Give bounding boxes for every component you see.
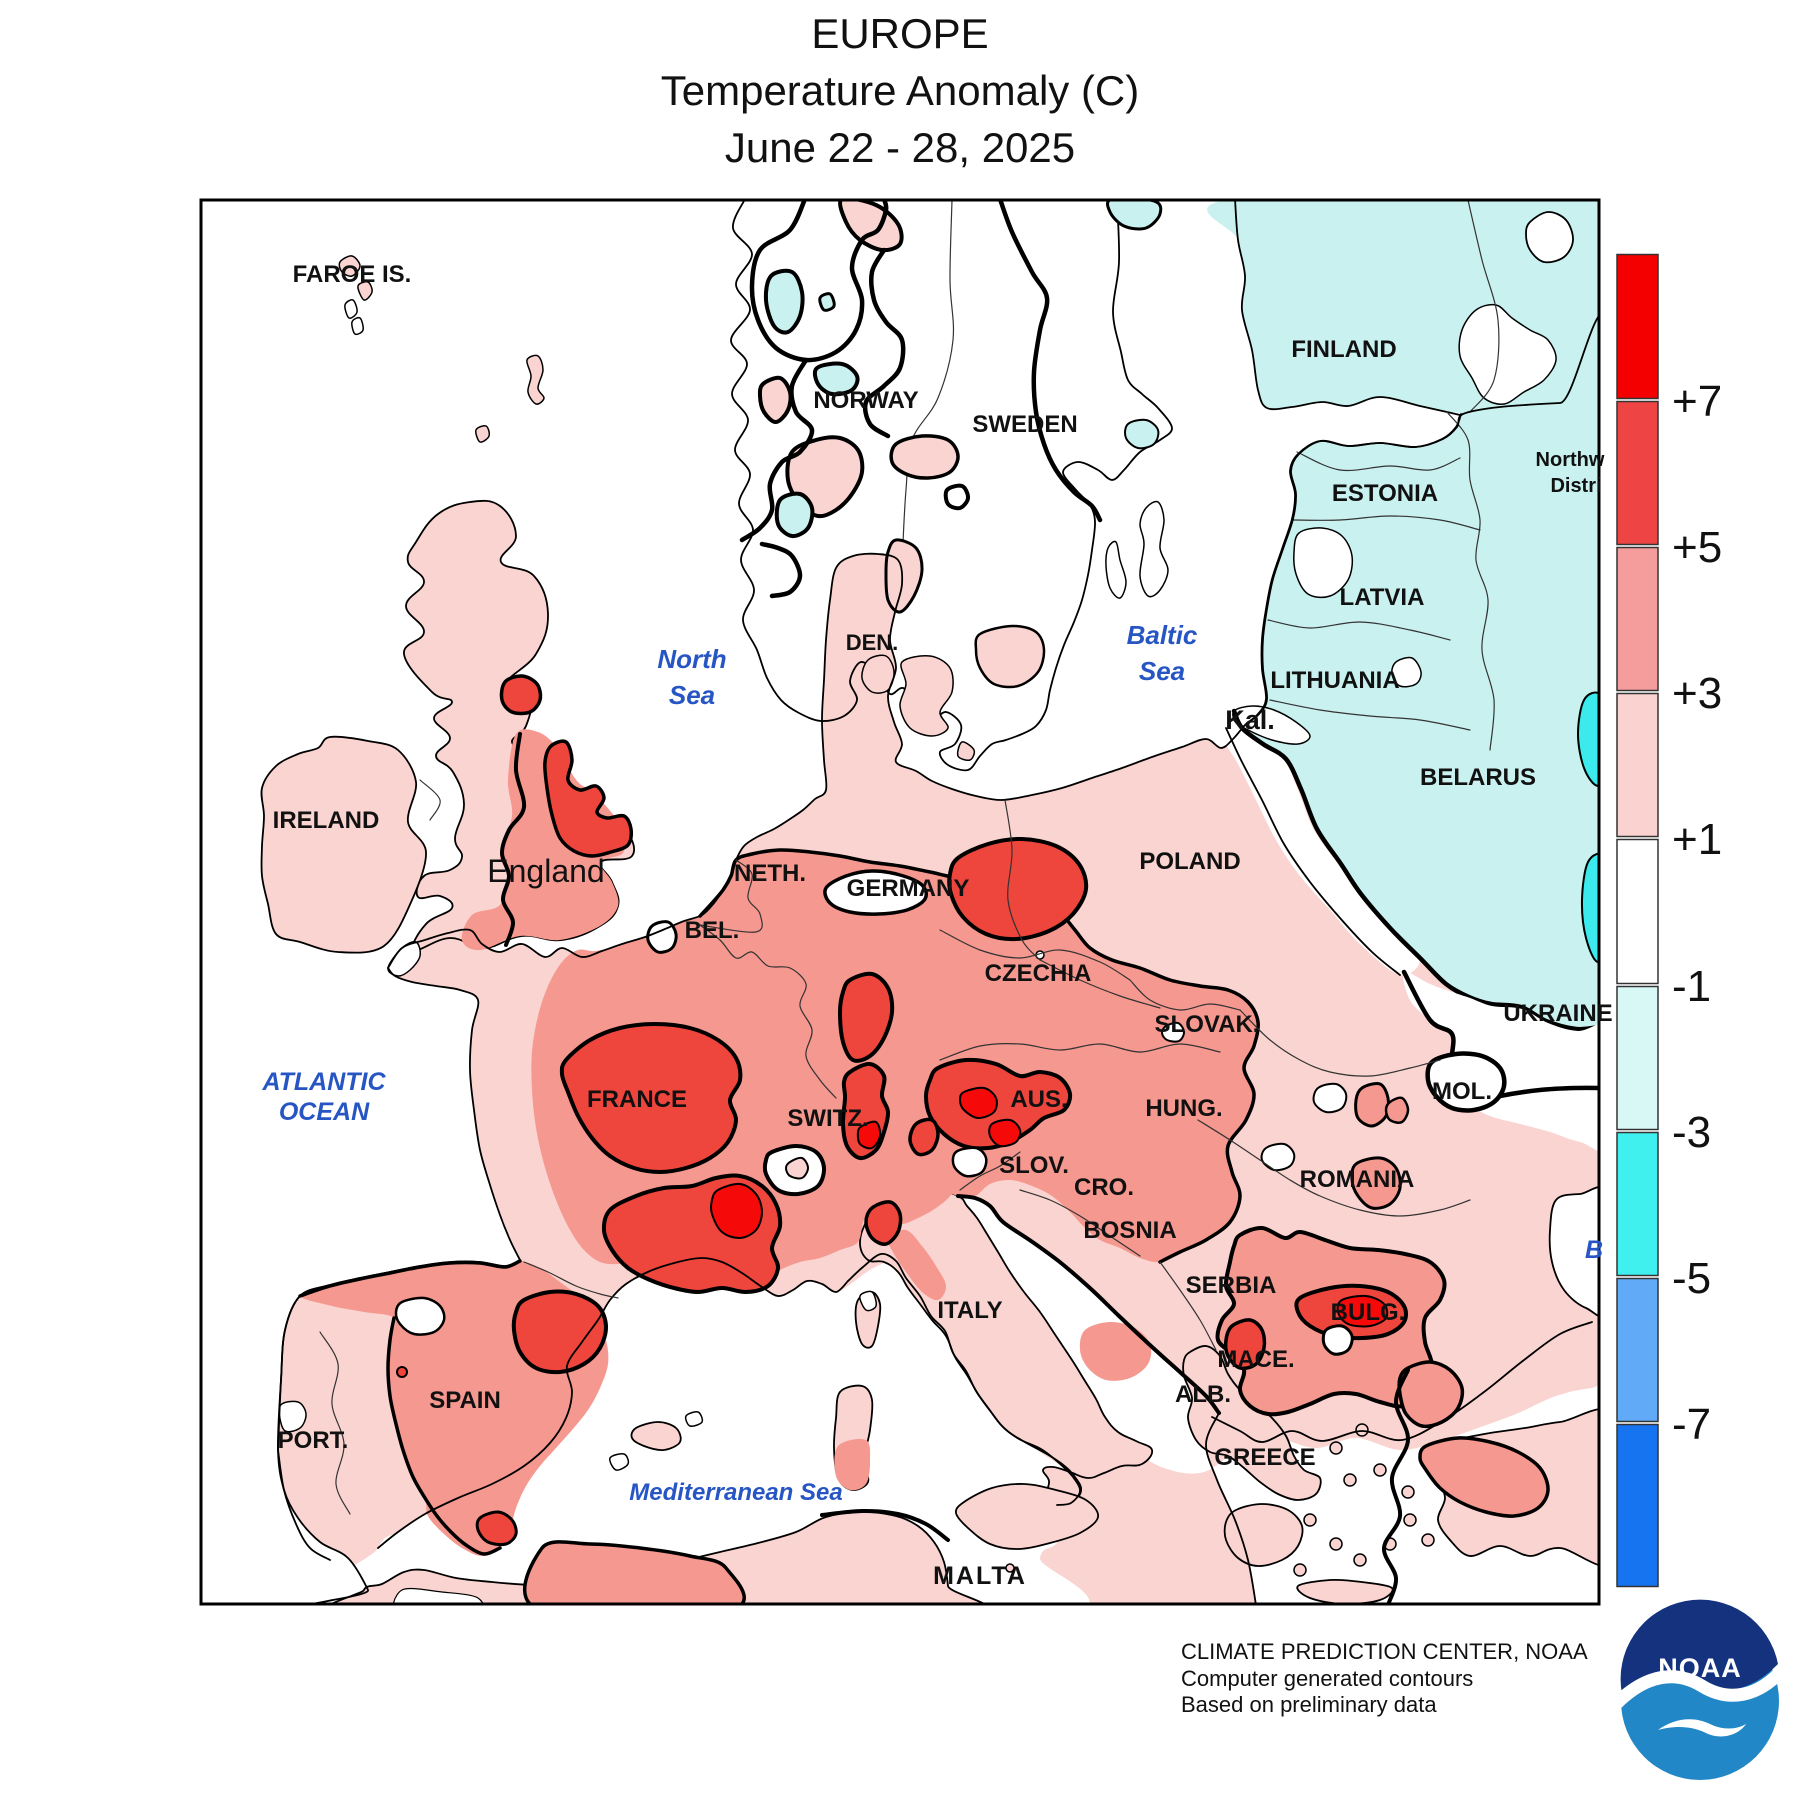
svg-text:ATLANTIC: ATLANTIC: [261, 1068, 386, 1096]
svg-text:ESTONIA: ESTONIA: [1332, 480, 1438, 507]
svg-text:Kal.: Kal.: [1225, 705, 1275, 735]
svg-text:DEN.: DEN.: [846, 630, 899, 655]
svg-text:EUROPE: EUROPE: [811, 10, 988, 57]
svg-text:SLOV.: SLOV.: [999, 1152, 1069, 1179]
svg-text:Sea: Sea: [1139, 656, 1185, 686]
svg-text:SWEDEN: SWEDEN: [972, 411, 1077, 438]
svg-text:CRO.: CRO.: [1074, 1174, 1134, 1201]
svg-text:+5: +5: [1672, 523, 1722, 572]
svg-text:POLAND: POLAND: [1139, 848, 1240, 875]
svg-text:OCEAN: OCEAN: [279, 1098, 370, 1126]
svg-text:MOL.: MOL.: [1432, 1078, 1492, 1105]
svg-text:SWITZ.: SWITZ.: [787, 1105, 868, 1132]
svg-text:Temperature Anomaly (C): Temperature Anomaly (C): [661, 67, 1140, 114]
svg-text:SERBIA: SERBIA: [1186, 1272, 1277, 1299]
svg-text:NORWAY: NORWAY: [813, 387, 918, 414]
svg-text:Computer generated contours: Computer generated contours: [1181, 1666, 1473, 1691]
svg-text:HUNG.: HUNG.: [1145, 1095, 1222, 1122]
svg-text:Distri: Distri: [1550, 475, 1601, 497]
svg-text:ROMANIA: ROMANIA: [1300, 1166, 1415, 1193]
svg-text:+3: +3: [1672, 669, 1722, 718]
svg-text:SPAIN: SPAIN: [429, 1387, 501, 1414]
svg-text:Mediterranean Sea: Mediterranean Sea: [629, 1479, 842, 1506]
svg-text:CLIMATE PREDICTION CENTER, NOA: CLIMATE PREDICTION CENTER, NOAA: [1181, 1639, 1588, 1664]
svg-text:North: North: [657, 644, 726, 674]
svg-text:FRANCE: FRANCE: [587, 1086, 687, 1113]
svg-text:NOAA: NOAA: [1658, 1653, 1742, 1683]
svg-text:BOSNIA: BOSNIA: [1083, 1217, 1176, 1244]
svg-text:-5: -5: [1672, 1254, 1711, 1303]
svg-text:AUS.: AUS.: [1010, 1086, 1067, 1113]
svg-text:IRELAND: IRELAND: [273, 807, 380, 834]
svg-text:BELARUS: BELARUS: [1420, 764, 1536, 791]
svg-text:UKRAINE: UKRAINE: [1503, 1000, 1612, 1027]
svg-text:-1: -1: [1672, 962, 1711, 1011]
svg-text:GREECE: GREECE: [1214, 1444, 1315, 1471]
svg-text:+1: +1: [1672, 815, 1722, 864]
svg-text:Northw: Northw: [1536, 449, 1605, 471]
svg-text:Sea: Sea: [669, 680, 715, 710]
svg-text:-7: -7: [1672, 1400, 1711, 1449]
svg-text:FAROE IS.: FAROE IS.: [293, 261, 412, 288]
svg-text:LATVIA: LATVIA: [1340, 584, 1425, 611]
svg-text:ITALY: ITALY: [937, 1297, 1002, 1324]
svg-text:PORT.: PORT.: [278, 1427, 349, 1454]
svg-text:BEL.: BEL.: [685, 917, 740, 944]
svg-text:ALB.: ALB.: [1175, 1381, 1231, 1408]
svg-text:-3: -3: [1672, 1108, 1711, 1157]
svg-text:England: England: [487, 853, 604, 889]
svg-text:Based on preliminary data: Based on preliminary data: [1181, 1692, 1437, 1717]
svg-text:FINLAND: FINLAND: [1291, 336, 1396, 363]
svg-text:CZECHIA: CZECHIA: [985, 960, 1092, 987]
svg-text:LITHUANIA: LITHUANIA: [1270, 667, 1399, 694]
svg-text:NETH.: NETH.: [734, 860, 806, 887]
svg-text:+7: +7: [1672, 377, 1722, 426]
svg-text:BULG.: BULG.: [1331, 1299, 1406, 1326]
svg-text:MACE.: MACE.: [1217, 1346, 1294, 1373]
svg-text:June 22 - 28, 2025: June 22 - 28, 2025: [725, 124, 1075, 171]
svg-text:GERMANY: GERMANY: [847, 875, 970, 902]
svg-text:B: B: [1585, 1236, 1603, 1264]
svg-text:SLOVAK.: SLOVAK.: [1155, 1011, 1260, 1038]
svg-text:Baltic: Baltic: [1127, 620, 1198, 650]
